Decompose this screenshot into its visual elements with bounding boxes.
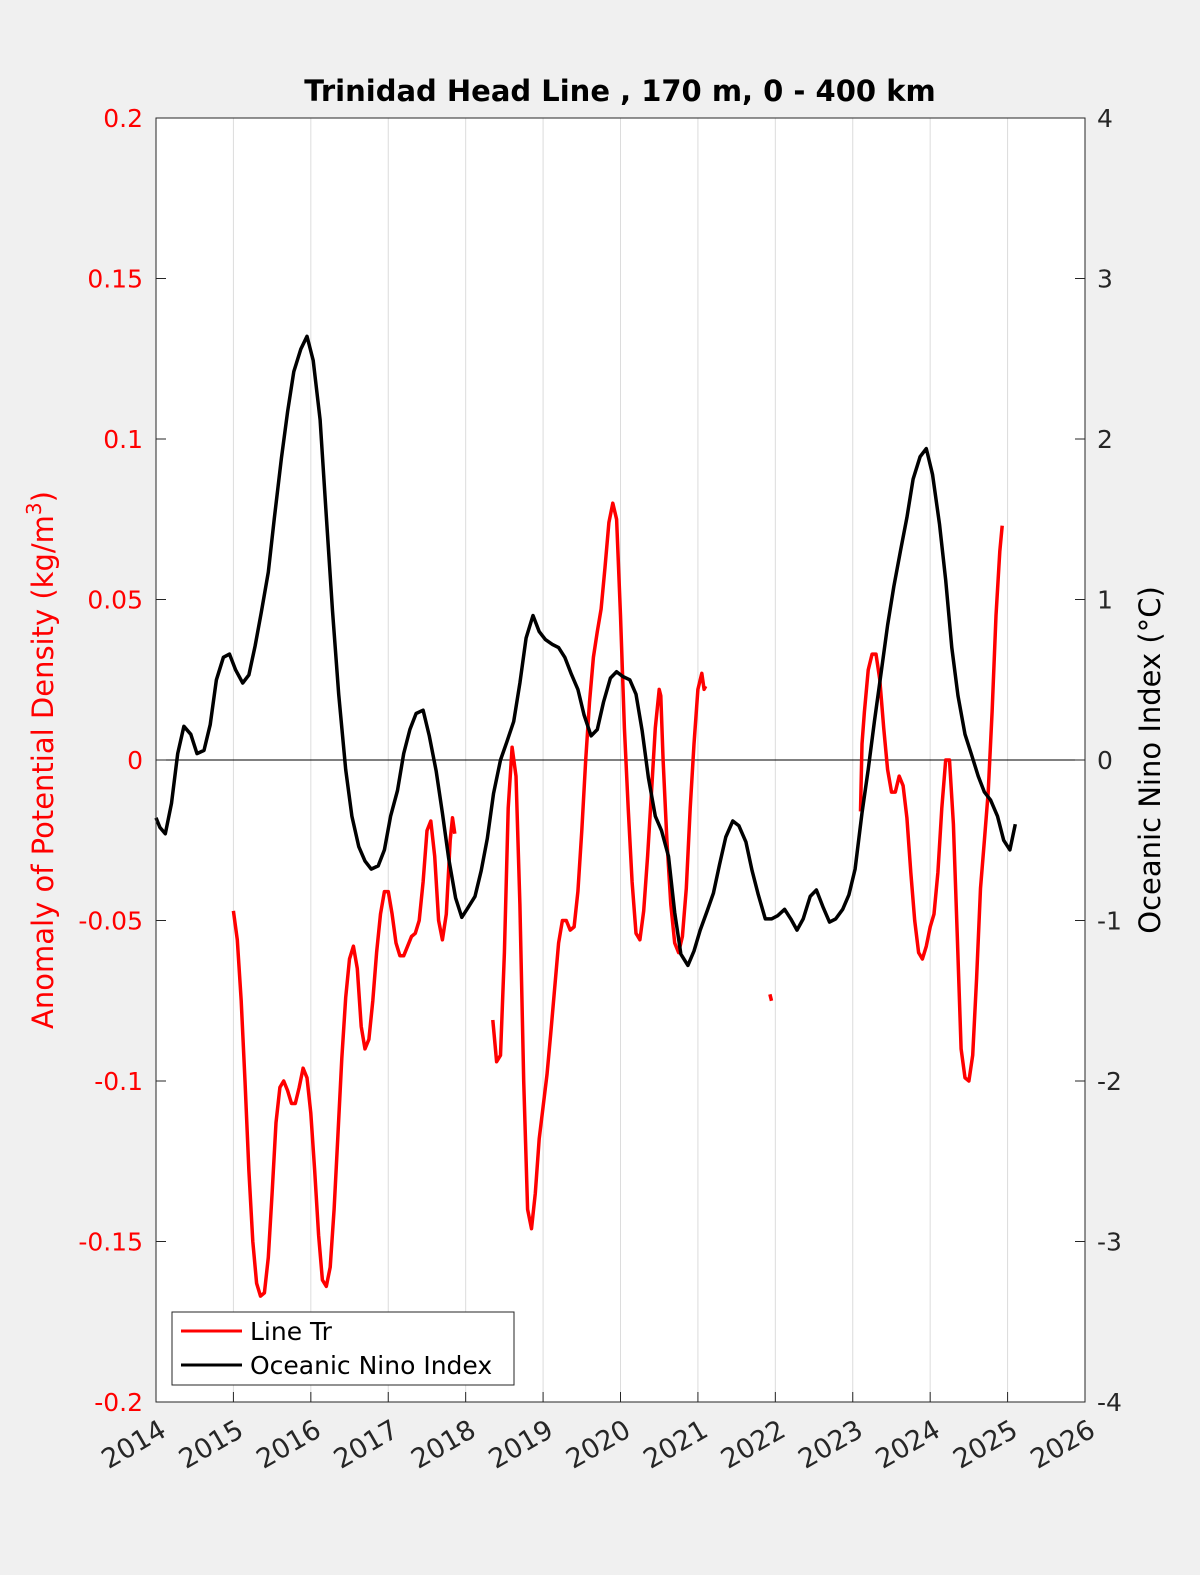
x-tick-label: 2020 [561, 1414, 636, 1475]
x-tick-label: 2018 [406, 1414, 481, 1475]
x-tick-label: 2024 [871, 1414, 946, 1475]
chart-title: Trinidad Head Line , 170 m, 0 - 400 km [304, 74, 935, 108]
right-tick-label: 2 [1097, 425, 1113, 454]
right-tick-label: 4 [1097, 104, 1113, 133]
left-tick-label: -0.1 [94, 1067, 143, 1096]
left-tick-label: 0.05 [87, 586, 143, 615]
right-tick-label: -3 [1097, 1228, 1122, 1257]
left-axis: -0.2 -0.15 -0.1 -0.05 0 0.05 0.1 0.15 0.2 [78, 104, 166, 1417]
series-line-tr-segment-3 [858, 525, 1004, 1083]
left-tick-label: -0.15 [78, 1228, 143, 1257]
x-tick-label: 2021 [638, 1414, 713, 1475]
right-tick-label: -4 [1097, 1388, 1122, 1417]
right-tick-label: -2 [1097, 1067, 1122, 1096]
series-line-tr-segment-1 [491, 501, 708, 1231]
x-axis: 2014 2015 2016 2017 2018 2019 2020 2021 2022 2023… [96, 1392, 1101, 1475]
x-tick-label: 2015 [174, 1414, 249, 1475]
right-tick-label: 3 [1097, 265, 1113, 294]
right-tick-label: -1 [1097, 907, 1122, 936]
legend-label-line-tr: Line Tr [250, 1317, 333, 1346]
x-tick-label: 2019 [484, 1414, 559, 1475]
x-tick-label: 2025 [948, 1414, 1023, 1475]
legend-label-oni: Oceanic Nino Index [250, 1351, 492, 1380]
left-axis-label: Anomaly of Potential Density (kg/m3) [22, 491, 60, 1029]
x-tick-label: 2022 [716, 1414, 791, 1475]
x-tick-label: 2017 [329, 1414, 404, 1475]
x-tick-label: 2016 [251, 1414, 326, 1475]
left-axis-label-main: Anomaly of Potential Density (kg/m [26, 515, 60, 1029]
left-tick-label: 0.15 [87, 265, 143, 294]
x-tick-label: 2014 [96, 1414, 171, 1475]
right-axis-label: Oceanic Nino Index (°C) [1133, 586, 1167, 934]
series-oni-segment-0 [154, 334, 1018, 968]
left-tick-label: -0.2 [94, 1388, 143, 1417]
right-axis: -4 -3 -2 -1 0 1 2 3 4 [1075, 104, 1122, 1417]
left-tick-label: 0.1 [103, 425, 143, 454]
series-layer [154, 334, 1018, 1298]
series-line-tr-segment-0 [231, 816, 457, 1298]
right-tick-label: 1 [1097, 586, 1113, 615]
left-tick-label: -0.05 [78, 907, 143, 936]
legend: Line Tr Oceanic Nino Index [171, 1311, 515, 1386]
x-tick-label: 2026 [1025, 1414, 1100, 1475]
left-axis-label-sup: 3 [22, 502, 46, 515]
left-tick-label: 0.2 [103, 104, 143, 133]
series-line-tr-segment-2 [768, 993, 774, 1002]
left-axis-label-end: ) [26, 491, 60, 502]
left-tick-label: 0 [127, 746, 143, 775]
right-tick-label: 0 [1097, 746, 1113, 775]
legend-box [171, 1311, 515, 1386]
x-tick-label: 2023 [793, 1414, 868, 1475]
